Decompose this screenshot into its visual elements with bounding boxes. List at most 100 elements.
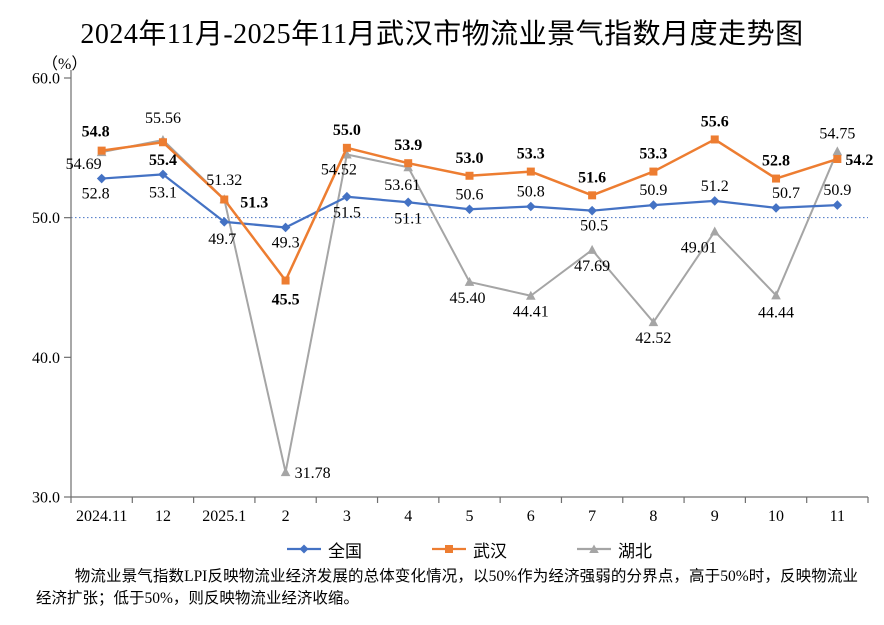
- data-label-national: 50.5: [580, 218, 608, 235]
- legend-label-hubei: 湖北: [618, 541, 652, 561]
- legend-item-national: 全国: [287, 537, 362, 562]
- data-label-hubei: 54.75: [819, 125, 855, 142]
- data-label-wuhan: 53.3: [517, 146, 545, 163]
- legend-label-wuhan: 武汉: [473, 541, 507, 561]
- data-label-wuhan: 51.6: [578, 169, 606, 186]
- data-label-hubei: 53.61: [384, 177, 420, 194]
- series-marker-national: [526, 201, 536, 212]
- series-marker-national: [403, 197, 413, 208]
- data-label-hubei: 49.01: [681, 239, 717, 256]
- series-marker-national: [648, 200, 659, 210]
- x-category-label: 5: [466, 508, 474, 525]
- x-category-label: 10: [768, 508, 784, 525]
- series-marker-national: [280, 222, 291, 233]
- series-marker-hubei: [526, 290, 536, 300]
- data-label-wuhan: 53.3: [639, 146, 667, 163]
- series-marker-hubei: [342, 149, 352, 159]
- x-category-label: 2: [282, 508, 290, 525]
- legend-diamond-icon: [287, 544, 321, 554]
- series-marker-wuhan: [220, 195, 229, 204]
- data-label-wuhan: 53.0: [456, 150, 484, 167]
- data-label-wuhan: 51.3: [240, 195, 268, 212]
- data-label-hubei: 55.56: [145, 110, 181, 127]
- series-marker-wuhan: [158, 138, 167, 147]
- data-label-hubei: 45.40: [450, 290, 486, 307]
- data-label-wuhan: 52.8: [762, 153, 790, 170]
- y-axis-unit-label: （%）: [42, 56, 88, 73]
- series-marker-wuhan: [97, 146, 106, 155]
- chart-legend: 全国 武汉 湖北: [71, 536, 868, 562]
- series-marker-wuhan: [588, 191, 597, 200]
- y-tick-label: 50.0: [32, 210, 60, 227]
- series-marker-wuhan: [342, 143, 351, 152]
- x-category-label: 8: [649, 508, 657, 525]
- data-label-wuhan: 53.9: [394, 137, 422, 154]
- data-label-national: 50.8: [517, 183, 545, 200]
- data-label-national: 50.9: [639, 182, 667, 199]
- series-marker-national: [587, 205, 597, 216]
- series-marker-national: [342, 191, 352, 202]
- series-marker-wuhan: [710, 135, 719, 144]
- series-marker-wuhan: [526, 167, 535, 176]
- data-label-hubei: 54.69: [66, 156, 102, 173]
- series-marker-national: [709, 196, 720, 206]
- x-category-label: 2025.1: [202, 508, 246, 525]
- legend-triangle-icon: [577, 544, 611, 553]
- series-marker-national: [771, 203, 781, 213]
- data-label-wuhan: 54.2: [845, 152, 873, 169]
- data-label-hubei: 31.78: [295, 465, 331, 482]
- series-marker-national: [464, 204, 475, 215]
- series-marker-wuhan: [833, 155, 842, 164]
- series-marker-hubei: [709, 226, 720, 236]
- data-label-hubei: 51.32: [206, 172, 242, 189]
- data-label-hubei: 54.52: [321, 162, 357, 179]
- data-label-hubei: 44.41: [513, 304, 549, 321]
- data-label-hubei: 42.52: [635, 330, 671, 347]
- series-marker-hubei: [587, 244, 597, 254]
- x-category-label: 12: [155, 508, 171, 525]
- data-label-national: 50.6: [456, 186, 484, 203]
- data-label-national: 51.5: [333, 205, 361, 222]
- data-label-national: 50.7: [772, 185, 800, 202]
- data-label-national: 53.1: [149, 184, 177, 201]
- data-label-wuhan: 55.4: [149, 152, 177, 169]
- data-label-wuhan: 55.6: [701, 113, 729, 130]
- series-marker-national: [832, 200, 843, 210]
- legend-item-wuhan: 武汉: [432, 537, 507, 562]
- series-marker-national: [158, 169, 168, 180]
- x-category-label: 2024.11: [76, 508, 127, 525]
- data-label-national: 51.1: [394, 210, 422, 227]
- series-marker-hubei: [648, 317, 659, 327]
- x-category-label: 7: [588, 508, 596, 525]
- y-tick-label: 40.0: [32, 350, 60, 367]
- x-category-label: 9: [711, 508, 719, 525]
- data-label-wuhan: 55.0: [333, 122, 361, 139]
- legend-label-national: 全国: [328, 541, 362, 561]
- series-marker-wuhan: [649, 167, 658, 176]
- series-marker-national: [219, 217, 230, 227]
- x-category-label: 3: [343, 508, 351, 525]
- y-tick-label: 60.0: [32, 71, 60, 88]
- series-marker-hubei: [832, 146, 843, 156]
- footnote: 物流业景气指数LPI反映物流业经济发展的总体变化情况，以50%作为经济强弱的分界…: [36, 568, 858, 607]
- data-label-wuhan: 45.5: [272, 292, 300, 309]
- series-marker-hubei: [464, 276, 475, 286]
- data-label-national: 52.8: [82, 186, 110, 203]
- x-category-label: 11: [830, 508, 845, 525]
- y-tick-label: 30.0: [32, 490, 60, 507]
- data-label-hubei: 47.69: [574, 258, 610, 275]
- series-marker-hubei: [280, 467, 291, 477]
- legend-item-hubei: 湖北: [577, 537, 652, 562]
- series-marker-wuhan: [465, 171, 474, 180]
- data-label-hubei: 44.44: [758, 304, 794, 321]
- series-marker-wuhan: [772, 174, 781, 183]
- x-category-label: 4: [404, 508, 412, 525]
- data-label-wuhan: 54.8: [82, 124, 110, 141]
- legend-square-icon: [432, 545, 466, 553]
- series-marker-wuhan: [281, 276, 290, 285]
- series-marker-wuhan: [404, 159, 413, 168]
- data-label-national: 49.3: [272, 234, 300, 251]
- chart-title: 2024年11月-2025年11月武汉市物流业景气指数月度走势图: [80, 19, 804, 50]
- x-category-label: 6: [527, 508, 535, 525]
